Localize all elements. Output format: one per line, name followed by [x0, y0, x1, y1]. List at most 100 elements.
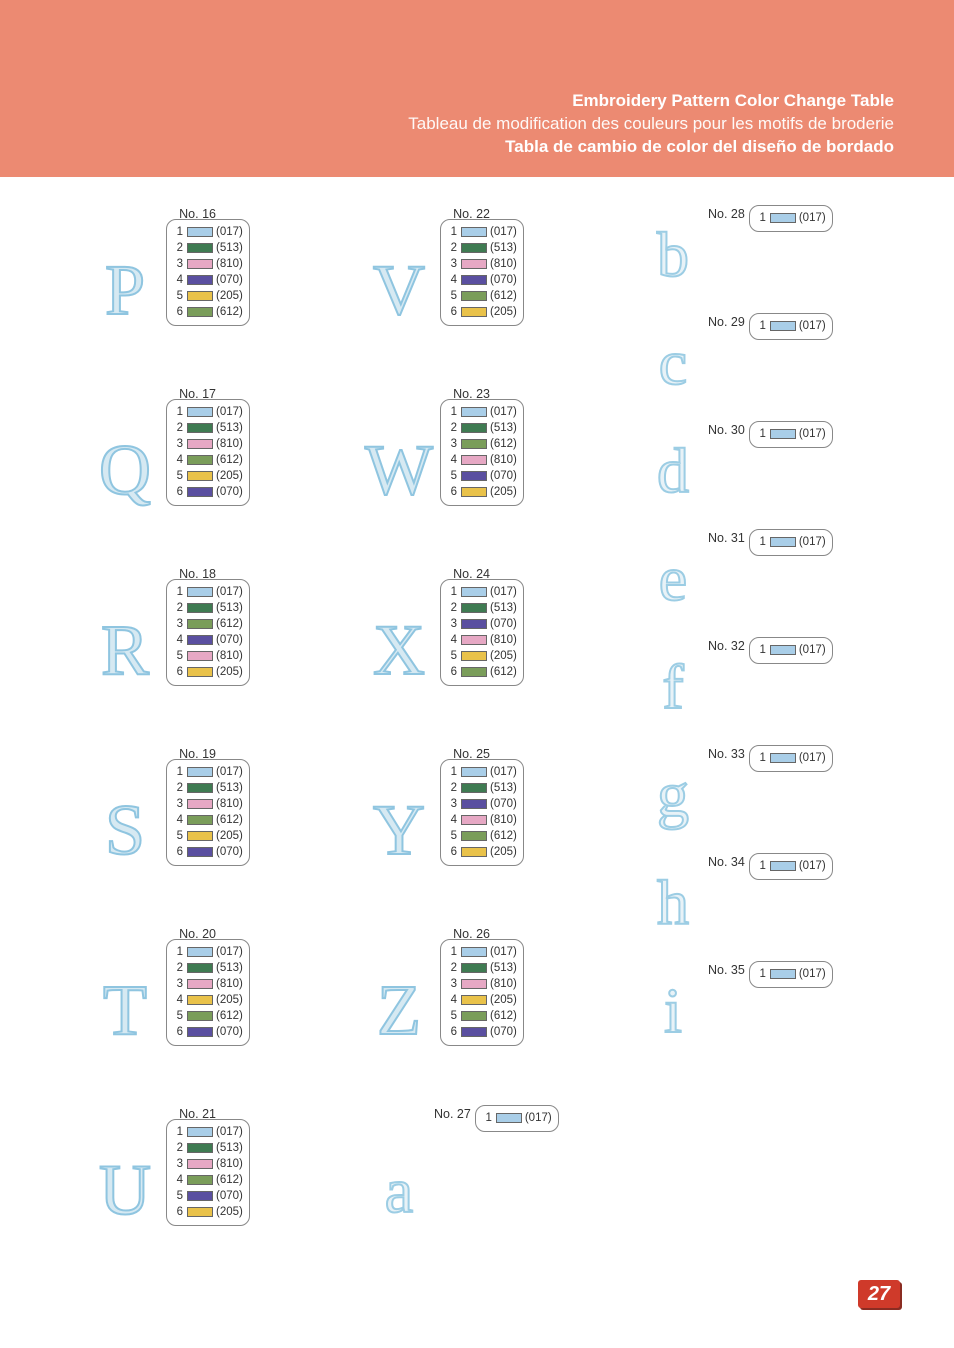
pattern-info: No. 351(017) — [708, 957, 833, 988]
color-row: 6(205) — [173, 1204, 243, 1220]
color-row: 1(017) — [756, 750, 826, 766]
color-swatch — [187, 1143, 213, 1153]
color-code: (017) — [490, 226, 517, 238]
color-step-number: 6 — [447, 666, 457, 678]
pattern-entry: bNo. 281(017) — [638, 201, 894, 309]
pattern-entry: eNo. 311(017) — [638, 525, 894, 633]
color-row: 2(513) — [447, 420, 517, 436]
color-code: (205) — [490, 486, 517, 498]
pattern-entry: dNo. 301(017) — [638, 417, 894, 525]
color-swatch — [461, 815, 487, 825]
color-step-number: 1 — [447, 406, 457, 418]
color-step-number: 4 — [173, 634, 183, 646]
letter-preview: g — [638, 741, 708, 849]
letter-preview: d — [638, 417, 708, 525]
color-swatch — [187, 587, 213, 597]
letter-preview: f — [638, 633, 708, 741]
color-row: 4(070) — [173, 272, 243, 288]
pattern-info: No. 221(017)2(513)3(810)4(070)5(612)6(20… — [440, 201, 524, 326]
color-step-number: 1 — [173, 226, 183, 238]
color-step-number: 3 — [173, 798, 183, 810]
color-list-box: 1(017)2(513)3(810)4(205)5(612)6(070) — [166, 939, 250, 1046]
pattern-entry: iNo. 351(017) — [638, 957, 894, 1065]
color-list-box: 1(017) — [749, 313, 833, 340]
color-step-number: 2 — [173, 962, 183, 974]
color-row: 1(017) — [756, 534, 826, 550]
color-step-number: 1 — [756, 428, 766, 440]
color-step-number: 4 — [447, 994, 457, 1006]
color-row: 5(205) — [447, 648, 517, 664]
pattern-info: No. 191(017)2(513)3(810)4(612)5(205)6(07… — [166, 741, 250, 866]
pattern-number-label: No. 30 — [708, 423, 745, 437]
pattern-entry: PNo. 161(017)2(513)3(810)4(070)5(205)6(6… — [90, 201, 346, 381]
color-step-number: 1 — [173, 1126, 183, 1138]
color-step-number: 3 — [173, 258, 183, 270]
pattern-info: No. 181(017)2(513)3(612)4(070)5(810)6(20… — [166, 561, 250, 686]
color-step-number: 5 — [173, 290, 183, 302]
color-list-box: 1(017)2(513)3(612)4(070)5(810)6(205) — [166, 579, 250, 686]
color-list-box: 1(017) — [749, 745, 833, 772]
color-step-number: 4 — [447, 274, 457, 286]
color-swatch — [187, 815, 213, 825]
color-step-number: 2 — [447, 242, 457, 254]
letter-glyph: Y — [373, 789, 425, 872]
color-code: (017) — [490, 586, 517, 598]
letter-glyph: c — [659, 326, 687, 400]
color-code: (070) — [490, 470, 517, 482]
color-swatch — [461, 831, 487, 841]
color-step-number: 3 — [447, 798, 457, 810]
letter-glyph: d — [657, 434, 689, 508]
header-title-fr: Tableau de modification des couleurs pou… — [60, 113, 894, 136]
color-code: (070) — [490, 798, 517, 810]
color-swatch — [770, 969, 796, 979]
color-swatch — [461, 963, 487, 973]
color-code: (070) — [216, 1026, 243, 1038]
color-row: 1(017) — [756, 642, 826, 658]
pattern-number-label: No. 27 — [434, 1107, 471, 1121]
color-list-box: 1(017) — [749, 853, 833, 880]
color-row: 1(017) — [173, 1124, 243, 1140]
color-code: (612) — [490, 290, 517, 302]
pattern-info: No. 261(017)2(513)3(810)4(205)5(612)6(07… — [440, 921, 524, 1046]
color-step-number: 4 — [447, 454, 457, 466]
letter-glyph: b — [657, 218, 689, 292]
color-list-box: 1(017)2(513)3(810)4(612)5(070)6(205) — [166, 1119, 250, 1226]
color-step-number: 1 — [756, 536, 766, 548]
color-row: 3(810) — [173, 796, 243, 812]
letter-preview: X — [364, 561, 434, 741]
color-step-number: 2 — [173, 422, 183, 434]
color-row: 1(017) — [447, 224, 517, 240]
color-row: 3(612) — [173, 616, 243, 632]
color-step-number: 5 — [447, 1010, 457, 1022]
color-row: 5(612) — [173, 1008, 243, 1024]
color-code: (513) — [490, 782, 517, 794]
letter-glyph: T — [103, 969, 147, 1052]
color-swatch — [461, 635, 487, 645]
color-swatch — [187, 423, 213, 433]
color-step-number: 1 — [482, 1112, 492, 1124]
color-row: 1(017) — [756, 318, 826, 334]
color-row: 5(205) — [173, 828, 243, 844]
color-step-number: 4 — [447, 634, 457, 646]
color-swatch — [770, 537, 796, 547]
color-code: (612) — [216, 454, 243, 466]
letter-preview: a — [364, 1101, 434, 1281]
color-swatch — [187, 307, 213, 317]
letter-preview: b — [638, 201, 708, 309]
color-code: (017) — [799, 968, 826, 980]
pattern-entry: UNo. 211(017)2(513)3(810)4(612)5(070)6(2… — [90, 1101, 346, 1281]
color-list-box: 1(017)2(513)3(810)4(612)5(205)6(070) — [166, 759, 250, 866]
color-code: (810) — [216, 978, 243, 990]
letter-preview: Z — [364, 921, 434, 1101]
color-step-number: 3 — [173, 1158, 183, 1170]
color-swatch — [187, 799, 213, 809]
color-code: (513) — [216, 422, 243, 434]
color-row: 1(017) — [756, 966, 826, 982]
color-swatch — [770, 753, 796, 763]
color-step-number: 4 — [173, 274, 183, 286]
color-code: (017) — [525, 1112, 552, 1124]
color-row: 3(810) — [447, 256, 517, 272]
color-row: 6(205) — [447, 844, 517, 860]
color-list-box: 1(017) — [749, 205, 833, 232]
color-step-number: 6 — [173, 1206, 183, 1218]
